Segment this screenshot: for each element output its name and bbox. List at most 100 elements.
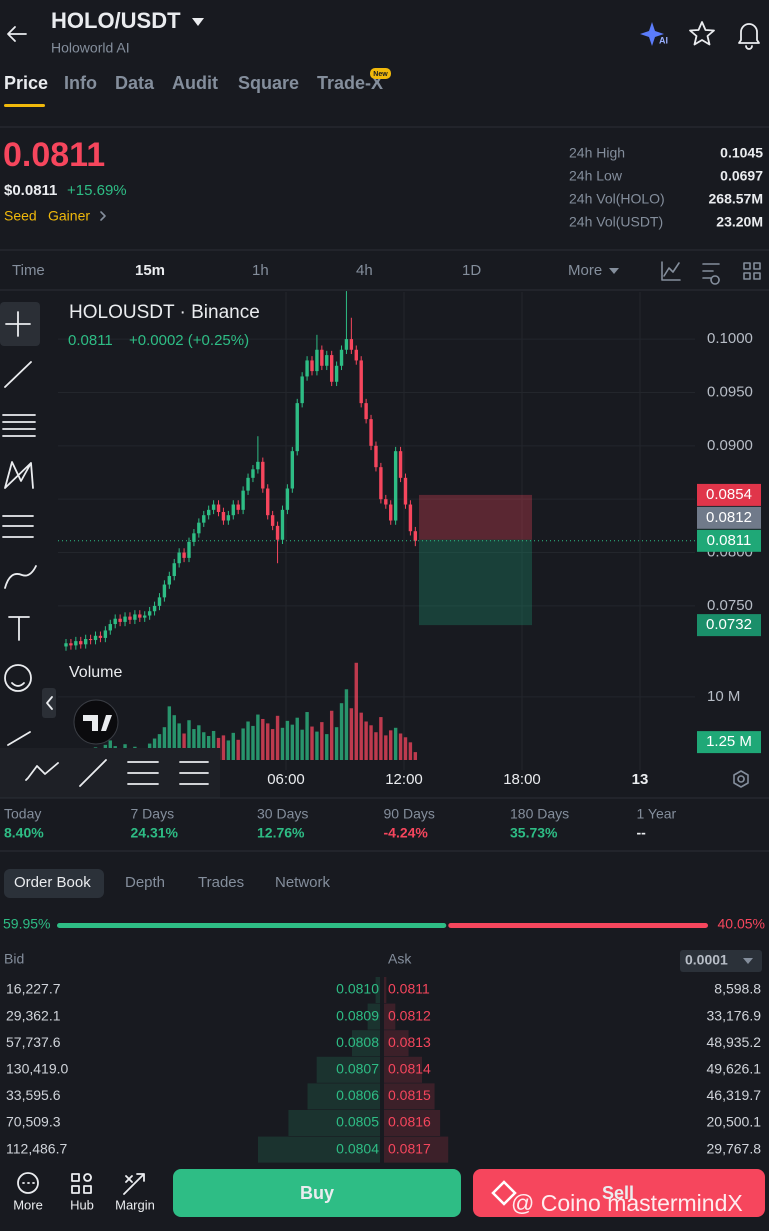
candle-body (398, 451, 403, 478)
volume-bar (167, 706, 172, 760)
volume-bar (261, 718, 265, 760)
more-icon[interactable] (17, 1172, 39, 1194)
trendline-tool[interactable] (4, 361, 32, 388)
nav-label[interactable]: Margin (115, 1197, 155, 1212)
tab[interactable]: Data (115, 73, 155, 93)
volume-bar (315, 731, 319, 760)
last-price: 0.0811 (3, 136, 105, 174)
volume-bar (177, 723, 181, 760)
candle-body (167, 576, 172, 585)
emoji-tool[interactable] (4, 664, 32, 692)
candle-body (393, 451, 398, 521)
collapse-arrow (46, 696, 53, 710)
candle-body (138, 614, 142, 618)
more-dropdown[interactable] (609, 268, 619, 274)
book-tab[interactable]: Trades (198, 874, 244, 891)
book-tab[interactable]: Order Book (14, 874, 91, 891)
ask-qty: 33,176.9 (707, 1007, 762, 1023)
volume-bar (389, 730, 393, 760)
book-tab[interactable]: Depth (125, 874, 165, 891)
stat-label: 24h Low (569, 168, 623, 184)
interval[interactable]: 4h (356, 262, 373, 279)
book-tab[interactable]: Network (275, 874, 331, 891)
interval[interactable]: 15m (135, 262, 165, 279)
prediction-tool[interactable] (2, 515, 34, 538)
toolbar-icon[interactable] (179, 761, 209, 785)
candle-body (202, 515, 206, 523)
volume-bar (256, 714, 260, 760)
ruler-tool[interactable] (7, 731, 31, 746)
back-button[interactable] (7, 26, 27, 42)
watermark-logo (491, 1180, 517, 1206)
stat-value: 0.0697 (720, 168, 763, 184)
volume-bar (157, 734, 162, 760)
interval[interactable]: More (568, 262, 602, 279)
pair-title[interactable]: HOLO/USDT (51, 8, 181, 33)
interval[interactable]: 1D (462, 262, 481, 279)
volume-bar (231, 732, 235, 760)
favorite-button[interactable] (689, 21, 715, 46)
volume-bar (354, 662, 358, 760)
tag[interactable]: Seed (4, 208, 37, 224)
tag[interactable]: Gainer (48, 208, 90, 224)
pattern-tool[interactable] (4, 461, 34, 489)
candle-body (241, 490, 245, 510)
precision-bg[interactable] (680, 950, 762, 972)
stat-value: 0.1045 (720, 145, 763, 161)
interval[interactable]: 1h (252, 262, 269, 279)
pair-dropdown[interactable] (192, 18, 204, 26)
interval[interactable]: Time (12, 262, 45, 279)
ask-qty: 46,319.7 (707, 1087, 762, 1103)
candle-body (118, 618, 122, 622)
hub-icon[interactable] (71, 1173, 92, 1194)
toolbar-icon[interactable] (127, 761, 159, 785)
tab[interactable]: Square (238, 73, 299, 93)
chevron (100, 211, 106, 221)
volume-bar (393, 727, 398, 760)
volume-bar (172, 715, 176, 760)
alert-button[interactable] (738, 23, 760, 50)
collapse-tab[interactable] (42, 688, 56, 718)
bid-price: 0.0810 (336, 981, 379, 997)
nav-label[interactable]: Hub (70, 1197, 94, 1212)
chart-settings[interactable] (733, 770, 749, 788)
volume-bar (162, 727, 167, 760)
bid-depth (307, 1083, 380, 1110)
layout-button[interactable] (743, 262, 761, 280)
tab-active-bg (4, 869, 104, 898)
ask-price: 0.0812 (388, 1007, 431, 1023)
candle-body (93, 635, 98, 641)
brush-tool[interactable] (4, 565, 37, 589)
fib-tool[interactable] (2, 414, 36, 437)
volume-bar (344, 689, 349, 760)
margin-icon[interactable] (123, 1173, 145, 1195)
nav-label[interactable]: More (13, 1197, 43, 1212)
volume-bar (339, 703, 344, 760)
indicator-button[interactable] (661, 261, 681, 281)
tab[interactable]: Info (64, 73, 97, 93)
ai-icon[interactable] (640, 22, 664, 46)
bid-price: 0.0806 (336, 1087, 379, 1103)
tab[interactable]: Price (4, 73, 48, 93)
candle-body (339, 349, 344, 366)
volume-bar (379, 717, 383, 760)
tab[interactable]: Audit (172, 73, 218, 93)
volume-bar (251, 725, 255, 760)
tab[interactable]: Trade-X (317, 73, 383, 93)
toolbar-icon[interactable] (79, 759, 107, 787)
y-tick-label: 0.0900 (707, 437, 753, 454)
text-tool[interactable] (8, 616, 30, 641)
volume-bar (349, 708, 354, 760)
ask-qty: 20,500.1 (707, 1114, 762, 1130)
ask-qty: 49,626.1 (707, 1061, 762, 1077)
buy-button[interactable] (173, 1169, 461, 1217)
toolbar-icon[interactable] (25, 762, 59, 781)
ask-header: Ask (388, 951, 412, 967)
crosshair-tool[interactable] (5, 311, 31, 337)
candle-body (113, 618, 117, 625)
volume-title: Volume (69, 664, 122, 681)
settings-button[interactable] (702, 263, 720, 285)
emoji-smile (11, 682, 25, 687)
sell-button[interactable] (473, 1169, 765, 1217)
candle-body (74, 641, 78, 646)
